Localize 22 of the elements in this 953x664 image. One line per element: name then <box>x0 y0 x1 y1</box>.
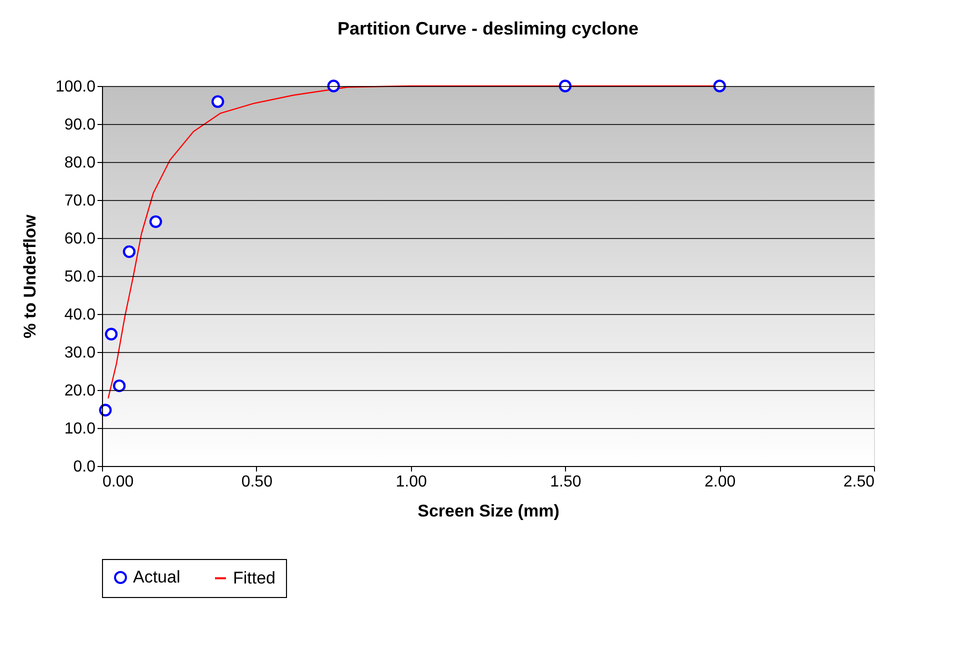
y-tick-label: 60.0 <box>64 230 96 248</box>
y-tick-label: 50.0 <box>64 268 96 286</box>
x-tick-label: 0.00 <box>102 474 134 490</box>
x-tick-label: 2.00 <box>704 474 736 490</box>
x-axis-title: Screen Size (mm) <box>418 502 560 520</box>
y-tick-label: 20.0 <box>64 382 96 400</box>
chart-title: Partition Curve - desliming cyclone <box>337 18 639 38</box>
y-tick-label: 90.0 <box>64 116 96 134</box>
y-tick-label: 80.0 <box>64 154 96 172</box>
y-tick-label: 0.0 <box>73 458 96 476</box>
legend-label: Actual <box>133 568 180 587</box>
legend-label: Fitted <box>233 568 276 588</box>
x-tick-label: 2.50 <box>843 474 875 490</box>
y-tick-label: 30.0 <box>64 344 96 362</box>
x-tick-label: 1.50 <box>550 474 582 490</box>
y-tick-label: 10.0 <box>64 420 96 438</box>
y-tick-label: 100.0 <box>55 78 96 96</box>
y-tick-label: 40.0 <box>64 306 96 324</box>
y-axis-title: % to Underflow <box>20 214 40 338</box>
x-tick-label: 0.50 <box>241 474 273 490</box>
x-tick-label: 1.00 <box>396 474 427 490</box>
y-tick-label: 70.0 <box>64 192 96 210</box>
